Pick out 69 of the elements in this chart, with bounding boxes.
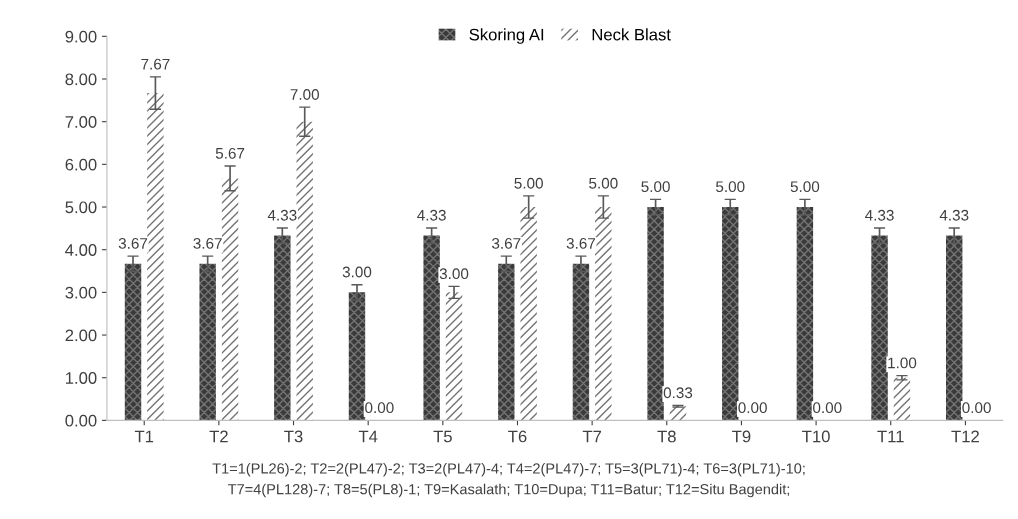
- data-label: 3.67: [118, 237, 148, 249]
- data-label: 5.00: [514, 177, 543, 189]
- y-tick-label: 5.00: [65, 201, 97, 214]
- bar: [296, 121, 313, 421]
- bar: [124, 263, 142, 421]
- data-label: 4.33: [267, 209, 297, 221]
- bar: [423, 235, 440, 421]
- y-tick-label: 2.00: [65, 329, 97, 342]
- bar: [871, 235, 888, 421]
- data-label: 7.00: [290, 89, 319, 100]
- bar: [796, 207, 814, 421]
- x-tick-label: T12: [951, 430, 979, 443]
- bar: [498, 263, 515, 421]
- data-label: 4.33: [865, 209, 894, 221]
- y-tick-label: 1.00: [66, 372, 97, 384]
- data-label: 5.00: [641, 181, 670, 193]
- bar: [595, 207, 612, 421]
- x-tick-label: T7: [582, 430, 602, 443]
- data-label: 0.00: [738, 402, 767, 414]
- data-label: 5.67: [215, 147, 245, 159]
- bar: [572, 263, 590, 421]
- bar: [893, 377, 911, 421]
- data-label: 7.67: [141, 58, 170, 70]
- text: T1=1(PL26)-2; T2=2(PL47)-2; T3=2(PL47)-4; T4=2(PL47)-7; T5=3(PL71)-4; T6=3(PL71)-10;: [212, 462, 805, 477]
- x-tick-label: T9: [732, 430, 751, 443]
- data-label: 3.00: [342, 266, 372, 278]
- y-tick-label: 7.00: [65, 116, 97, 128]
- x-tick-label: T5: [433, 430, 452, 443]
- x-tick-label: T2: [209, 430, 228, 443]
- bar: [945, 235, 963, 421]
- data-label: 3.67: [566, 237, 596, 249]
- x-tick-label: T3: [284, 430, 303, 443]
- data-label: 0.00: [365, 402, 394, 414]
- y-tick-label: 8.00: [65, 73, 97, 86]
- y-tick-label: 9.00: [65, 30, 97, 43]
- data-label: 0.00: [962, 402, 991, 414]
- data-label: 3.67: [492, 237, 521, 249]
- x-tick-label: T6: [508, 430, 527, 443]
- data-label: 3.00: [439, 268, 469, 280]
- x-tick-label: T1: [134, 430, 154, 443]
- legend-label: Skoring AI: [469, 28, 544, 44]
- data-label: 4.33: [417, 209, 446, 221]
- text: T7=4(PL128)-7; T8=5(PL8)-1; T9=Kasalath; T10=Dupa; T11=Batur; T12=Situ Bagendit;: [228, 483, 790, 498]
- y-tick-label: 4.00: [65, 244, 97, 256]
- bar: [722, 207, 739, 421]
- y-tick-label: 0.00: [65, 414, 97, 427]
- data-label: 4.33: [939, 209, 969, 221]
- bar: [647, 207, 664, 421]
- y-tick-label: 3.00: [65, 286, 97, 299]
- data-label: 5.00: [715, 181, 745, 193]
- bar: [199, 263, 216, 421]
- data-label: 5.00: [790, 181, 820, 193]
- bar: [445, 292, 463, 421]
- data-label: 3.67: [193, 237, 222, 249]
- y-tick-label: 6.00: [65, 158, 97, 171]
- bar: [221, 178, 239, 421]
- bar: [520, 207, 537, 421]
- x-tick-label: T11: [877, 430, 904, 443]
- data-label: 5.00: [589, 177, 618, 189]
- data-label: 1.00: [888, 357, 917, 369]
- bar: [348, 292, 366, 421]
- legend-label: Neck Blast: [592, 28, 671, 41]
- bar: [147, 93, 164, 421]
- x-tick-label: T4: [358, 430, 378, 443]
- x-tick-label: T8: [657, 430, 676, 443]
- data-label: 0.33: [663, 387, 693, 399]
- bar: [274, 235, 291, 421]
- data-label: 0.00: [813, 402, 842, 414]
- x-tick-label: T10: [802, 430, 830, 443]
